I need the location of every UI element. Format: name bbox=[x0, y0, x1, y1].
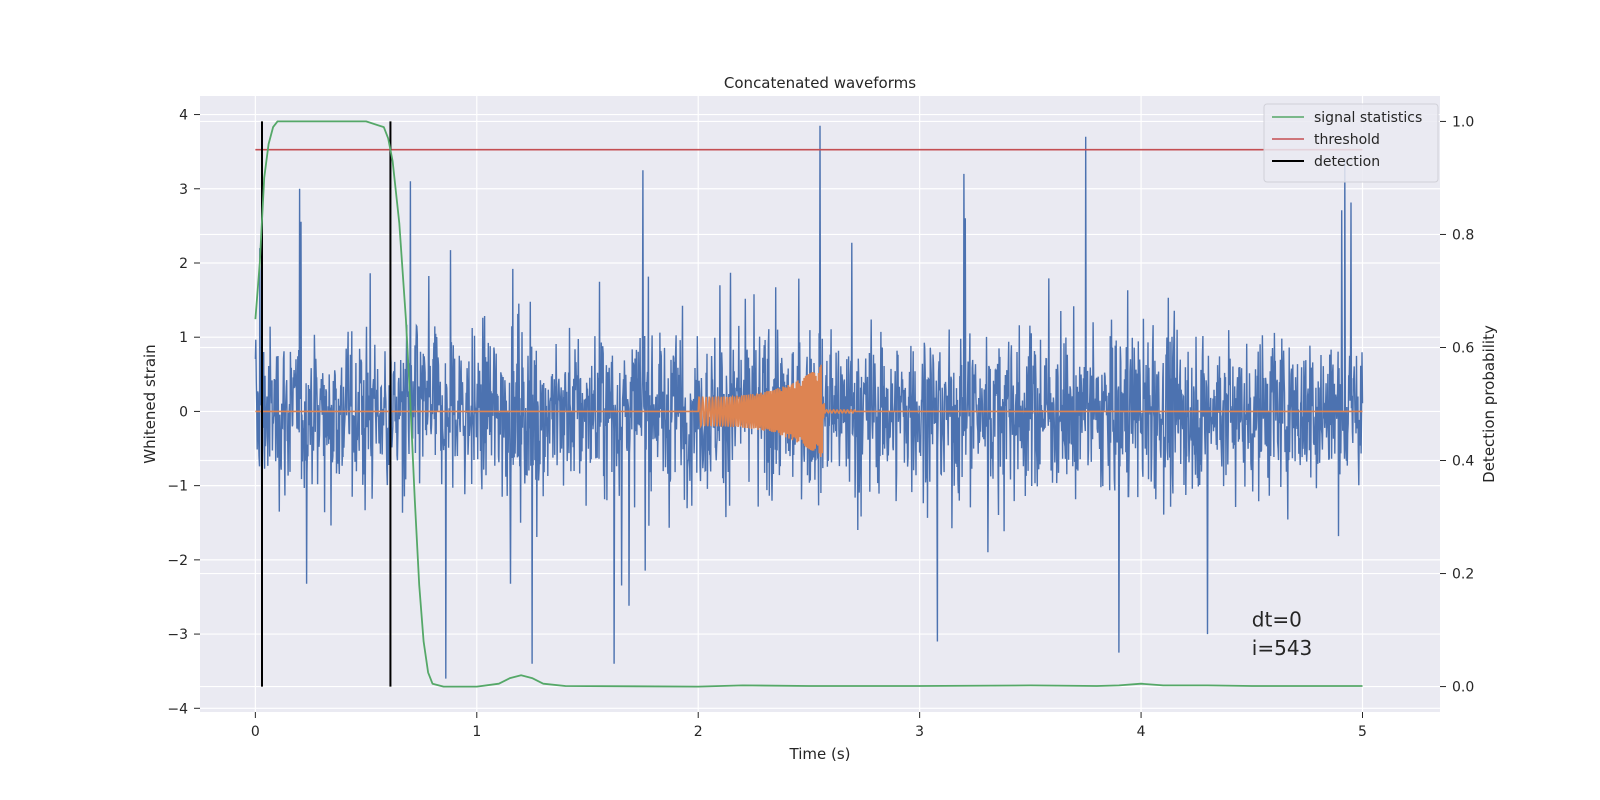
annotation-text: i=543 bbox=[1252, 636, 1313, 660]
y2-axis-label: Detection probability bbox=[1480, 325, 1498, 483]
legend-label: detection bbox=[1314, 154, 1380, 170]
y2-tick-label: 1.0 bbox=[1452, 114, 1474, 130]
chart-title: Concatenated waveforms bbox=[724, 74, 916, 92]
y-tick-label: 3 bbox=[179, 182, 188, 198]
y2-tick-label: 0.8 bbox=[1452, 227, 1474, 243]
chirp-line bbox=[255, 364, 1363, 458]
annotation-text: dt=0 bbox=[1252, 608, 1302, 632]
x-tick-label: 5 bbox=[1358, 724, 1367, 740]
y2-tick-label: 0.6 bbox=[1452, 340, 1474, 356]
x-axis-label: Time (s) bbox=[789, 745, 851, 763]
x-tick-label: 0 bbox=[251, 724, 260, 740]
y2-tick-label: 0.2 bbox=[1452, 567, 1474, 583]
annotations: dt=0 i=543 bbox=[1252, 608, 1313, 660]
overlay-series bbox=[254, 120, 1363, 688]
legend-label: threshold bbox=[1314, 132, 1380, 148]
x-tick-label: 4 bbox=[1137, 724, 1146, 740]
y-tick-label: 4 bbox=[179, 108, 188, 124]
y-tick-label: 1 bbox=[179, 330, 188, 346]
legend: signal statistics threshold detection bbox=[1263, 103, 1439, 183]
chirp-series bbox=[255, 364, 1363, 458]
y2-tick-label: 0.4 bbox=[1452, 454, 1474, 470]
y-tick-label: −3 bbox=[167, 627, 188, 643]
x-tick-label: 2 bbox=[694, 724, 703, 740]
legend-label: signal statistics bbox=[1314, 110, 1422, 126]
y-axis-label: Whitened strain bbox=[141, 344, 159, 463]
y-tick-label: −2 bbox=[167, 553, 188, 569]
y-tick-label: −1 bbox=[167, 479, 188, 495]
y-tick-label: 2 bbox=[179, 256, 188, 272]
y2-tick-label: 0.0 bbox=[1452, 680, 1474, 696]
tick-labels: 0 1 2 3 4 5 −4 −3 −2 −1 0 1 2 3 4 0.0 0.2 0.4 0.6 0.8 1.0 bbox=[167, 108, 1474, 740]
y-tick-label: 0 bbox=[179, 404, 188, 420]
x-tick-label: 1 bbox=[472, 724, 481, 740]
x-tick-label: 3 bbox=[915, 724, 924, 740]
signal-statistics-line bbox=[254, 120, 1363, 688]
legend-box bbox=[1263, 103, 1439, 183]
y-tick-label: −4 bbox=[167, 701, 188, 717]
